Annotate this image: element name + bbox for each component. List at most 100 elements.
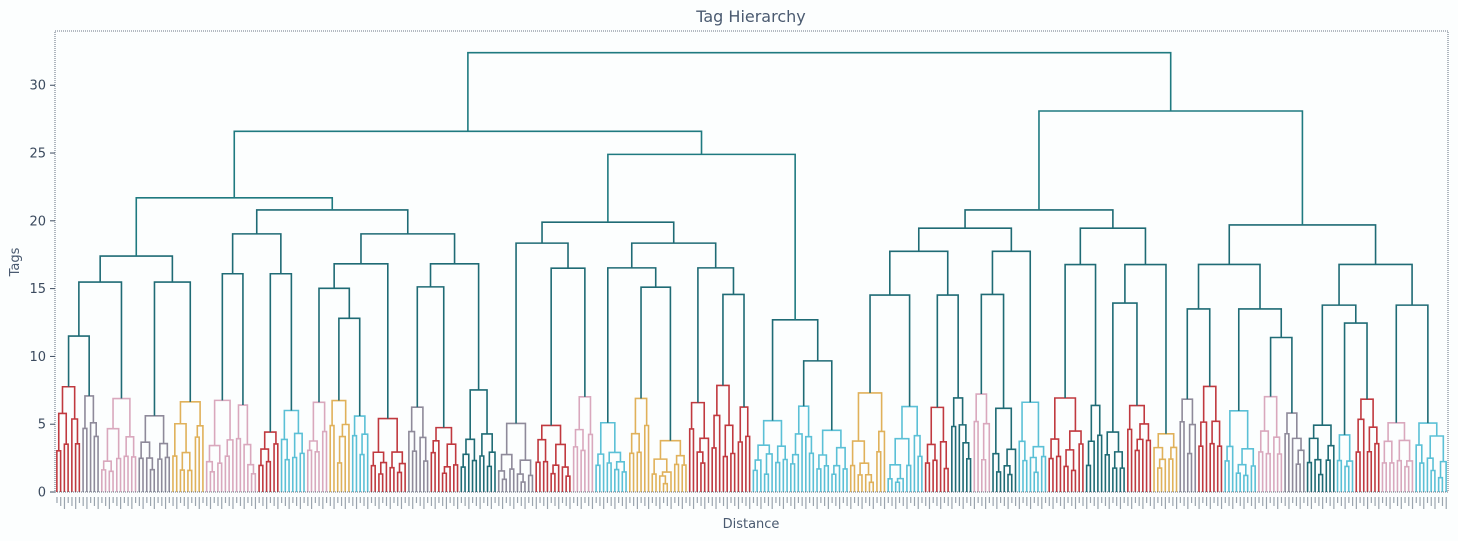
leaf-tick-label <box>655 497 657 506</box>
leaf-tick-label <box>273 497 275 506</box>
dendrogram-link <box>550 267 586 426</box>
leaf-tick-label <box>445 497 448 509</box>
leaf-tick-label <box>614 497 616 509</box>
leaf-tick-label <box>505 497 507 503</box>
leaf-tick-label <box>973 497 976 509</box>
dendrogram-link <box>1387 422 1406 442</box>
leaf-tick-label <box>322 497 324 509</box>
leaf-tick-label <box>266 497 268 509</box>
dendrogram-link <box>808 452 815 492</box>
leaf-tick-label <box>325 497 328 503</box>
dendrogram-link <box>1368 426 1378 452</box>
leaf-tick-label <box>419 497 421 506</box>
leaf-tick-label <box>157 497 159 503</box>
leaf-tick-label <box>1161 497 1163 506</box>
dendrogram-link <box>1306 461 1313 492</box>
leaf-tick-label <box>535 497 537 509</box>
leaf-tick-label <box>1325 497 1327 503</box>
dendrogram-link <box>831 473 837 492</box>
leaf-tick-label <box>284 497 286 506</box>
leaf-tick-label <box>254 497 257 509</box>
leaf-tick-label <box>610 497 612 506</box>
leaf-tick-label <box>187 497 189 509</box>
leaf-tick-label <box>78 497 81 503</box>
dendrogram-link <box>299 452 305 492</box>
dendrogram-link <box>1318 473 1324 492</box>
dendrogram-link <box>597 453 605 492</box>
dendrogram-link <box>864 473 873 492</box>
dendrogram-link <box>429 262 480 390</box>
leaf-tick-label <box>1258 497 1260 503</box>
leaf-tick-label <box>925 497 927 506</box>
plot-background <box>55 31 1448 492</box>
leaf-tick-label <box>726 497 728 509</box>
dendrogram-link <box>1355 451 1361 492</box>
leaf-tick-label <box>1310 497 1313 509</box>
dendrogram-link <box>360 233 456 264</box>
dendrogram-link <box>1258 451 1264 492</box>
leaf-tick-label <box>1381 497 1384 503</box>
leaf-tick-label <box>943 497 946 503</box>
leaf-tick-label <box>902 497 904 506</box>
leaf-tick-label <box>56 497 58 503</box>
dendrogram-link <box>1090 404 1101 442</box>
leaf-tick-label <box>1142 497 1144 509</box>
y-axis-label: Tags <box>8 247 23 277</box>
leaf-tick-label <box>580 497 582 509</box>
leaf-tick-label <box>296 497 298 506</box>
leaf-tick-label <box>1273 497 1275 506</box>
leaf-tick-label <box>898 497 901 503</box>
leaf-tick-label <box>827 497 829 509</box>
leaf-tick-label <box>251 497 253 506</box>
dendrogram-link <box>599 421 616 455</box>
leaf-tick-label <box>318 497 320 506</box>
leaf-tick-label <box>955 497 957 503</box>
dendrogram-link <box>1032 445 1045 458</box>
leaf-tick-label <box>711 497 713 506</box>
leaf-tick-label <box>1112 497 1114 503</box>
leaf-tick-label <box>513 497 515 509</box>
leaf-tick-label <box>1205 497 1208 506</box>
leaf-tick-label <box>378 497 380 509</box>
leaf-tick-label <box>588 497 590 506</box>
leaf-tick-label <box>1153 497 1155 509</box>
leaf-tick-label <box>1138 497 1140 506</box>
leaf-tick-label <box>1254 497 1256 509</box>
leaf-tick-label <box>400 497 403 509</box>
dendrogram-link <box>1198 445 1204 492</box>
leaf-tick-label <box>340 497 343 506</box>
leaf-tick-label <box>1322 497 1324 509</box>
dendrogram-link <box>283 409 300 440</box>
leaf-tick-label <box>932 497 934 503</box>
leaf-tick-label <box>490 497 492 509</box>
dendrogram-link <box>962 442 970 492</box>
leaf-tick-label <box>75 497 77 509</box>
leaf-tick-label <box>434 497 436 509</box>
leaf-tick-label <box>917 497 919 509</box>
leaf-tick-label <box>1194 497 1196 506</box>
dendrogram-link <box>1106 431 1120 455</box>
dendrogram-link <box>1237 308 1283 411</box>
leaf-tick-label <box>1190 497 1193 503</box>
leaf-tick-label <box>1389 497 1391 509</box>
dendrogram-link <box>1395 304 1429 424</box>
dendrogram-link <box>1381 462 1388 492</box>
leaf-tick-label <box>696 497 698 503</box>
dendrogram-link <box>351 434 358 492</box>
leaf-tick-label <box>1149 497 1152 506</box>
leaf-tick-label <box>116 497 118 506</box>
dendrogram-link <box>306 449 313 492</box>
leaf-tick-label <box>112 497 114 503</box>
leaf-tick-label <box>1378 497 1380 509</box>
leaf-tick-label <box>209 497 212 509</box>
leaf-tick-label <box>397 497 399 506</box>
leaf-tick-label <box>97 497 99 509</box>
leaf-tick-label <box>472 497 474 503</box>
dendrogram-link <box>542 460 549 492</box>
y-tick-label: 20 <box>29 214 46 229</box>
dendrogram-link <box>745 435 751 492</box>
leaf-tick-label <box>516 497 519 503</box>
leaf-tick-label <box>988 497 990 503</box>
dendrogram-link <box>541 424 562 445</box>
